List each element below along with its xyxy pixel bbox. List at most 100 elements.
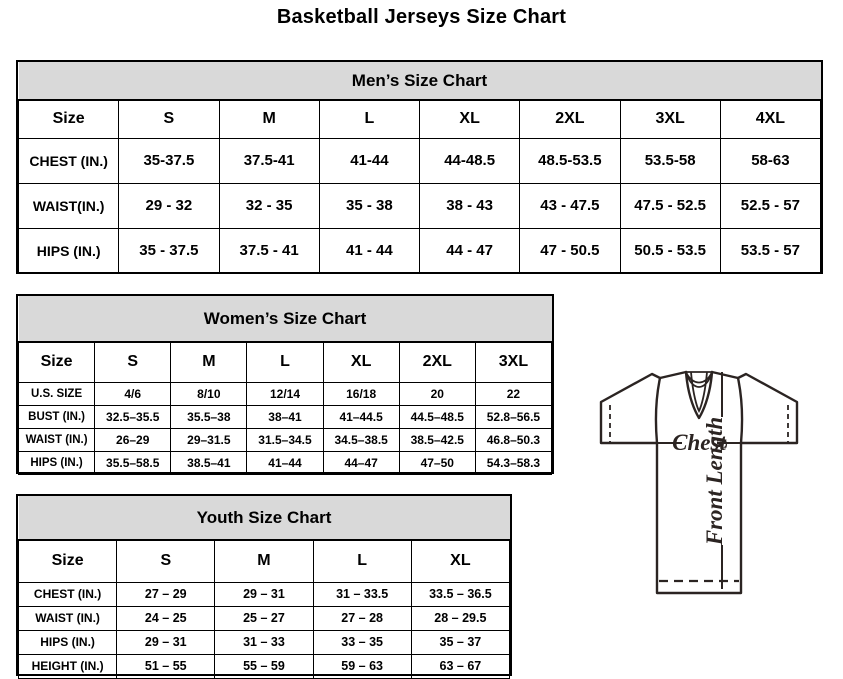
- mens-size-chart-table: Men’s Size Chart Size S M L XL 2XL 3XL 4…: [16, 60, 823, 274]
- womens-bust-2xl: 44.5–48.5: [398, 404, 476, 429]
- womens-us-size-s: 4/6: [94, 381, 172, 406]
- womens-column-header-2xl: 2XL: [398, 341, 476, 383]
- womens-row-label-hips: HIPS (IN.): [17, 450, 96, 475]
- mens-row-label-hips: HIPS (IN.): [17, 227, 120, 274]
- mens-chart-banner: Men’s Size Chart: [18, 62, 821, 101]
- youth-waist-m: 25 – 27: [214, 605, 314, 631]
- womens-size-chart-table: Women’s Size Chart Size S M L XL 2XL 3XL…: [16, 294, 554, 475]
- mens-header-row: Size S M L XL 2XL 3XL 4XL: [17, 99, 822, 139]
- womens-us-size-3xl: 22: [474, 381, 553, 406]
- page-title: Basketball Jerseys Size Chart: [276, 6, 567, 28]
- table-row: CHEST (IN.) 35-37.5 37.5-41 41-44 44-48.…: [17, 137, 822, 184]
- youth-waist-s: 24 – 25: [116, 605, 216, 631]
- womens-row-label-bust: BUST (IN.): [17, 404, 96, 429]
- womens-header-row: Size S M L XL 2XL 3XL: [17, 341, 553, 383]
- mens-column-header-3xl: 3XL: [619, 99, 721, 139]
- youth-row-label-waist: WAIST (IN.): [17, 605, 118, 631]
- mens-corner-label: Size: [17, 99, 120, 139]
- mens-chest-xl: 44-48.5: [418, 137, 521, 184]
- youth-column-header-s: S: [116, 539, 216, 583]
- mens-waist-xl: 38 - 43: [418, 182, 521, 229]
- womens-waist-3xl: 46.8–50.3: [474, 427, 553, 452]
- table-row: WAIST (IN.) 24 – 25 25 – 27 27 – 28 28 –…: [17, 605, 511, 631]
- mens-waist-l: 35 - 38: [318, 182, 421, 229]
- mens-waist-2xl: 43 - 47.5: [519, 182, 621, 229]
- womens-waist-xl: 34.5–38.5: [322, 427, 400, 452]
- womens-hips-m: 38.5–41: [170, 450, 248, 475]
- mens-column-header-l: L: [318, 99, 421, 139]
- youth-row-label-height: HEIGHT (IN.): [17, 653, 118, 679]
- jersey-body: [655, 441, 743, 595]
- mens-column-header-4xl: 4XL: [719, 99, 822, 139]
- youth-hips-s: 29 – 31: [116, 629, 216, 655]
- womens-row-label-waist: WAIST (IN.): [17, 427, 96, 452]
- womens-column-header-xl: XL: [322, 341, 400, 383]
- youth-banner-row: Youth Size Chart: [18, 496, 510, 541]
- mens-hips-3xl: 50.5 - 53.5: [619, 227, 721, 274]
- mens-hips-2xl: 47 - 50.5: [519, 227, 621, 274]
- front-length-measure-label: Front Length: [702, 417, 727, 546]
- table-row: WAIST(IN.) 29 - 32 32 - 35 35 - 38 38 - …: [17, 182, 822, 229]
- womens-us-size-l: 12/14: [246, 381, 324, 406]
- womens-row-label-us-size: U.S. SIZE: [17, 381, 96, 406]
- table-row: HIPS (IN.) 35 - 37.5 37.5 - 41 41 - 44 4…: [17, 227, 822, 274]
- youth-row-label-hips: HIPS (IN.): [17, 629, 118, 655]
- womens-waist-2xl: 38.5–42.5: [398, 427, 476, 452]
- womens-bust-3xl: 52.8–56.5: [474, 404, 553, 429]
- womens-column-header-s: S: [94, 341, 172, 383]
- youth-height-s: 51 – 55: [116, 653, 216, 679]
- womens-chart-banner: Women’s Size Chart: [18, 296, 552, 343]
- youth-chest-l: 31 – 33.5: [312, 581, 412, 607]
- youth-hips-xl: 35 – 37: [410, 629, 511, 655]
- youth-waist-l: 27 – 28: [312, 605, 412, 631]
- mens-hips-4xl: 53.5 - 57: [719, 227, 822, 274]
- youth-chest-m: 29 – 31: [214, 581, 314, 607]
- womens-us-size-2xl: 20: [398, 381, 476, 406]
- youth-height-xl: 63 – 67: [410, 653, 511, 679]
- table-row: BUST (IN.) 32.5–35.5 35.5–38 38–41 41–44…: [17, 404, 553, 429]
- jersey-shoulders: [658, 370, 740, 380]
- womens-corner-label: Size: [17, 341, 96, 383]
- jersey-vneck-inner: [690, 371, 708, 414]
- youth-column-header-m: M: [214, 539, 314, 583]
- youth-chest-xl: 33.5 – 36.5: [410, 581, 511, 607]
- jersey-collar-arc-lower: [686, 374, 712, 388]
- womens-column-header-l: L: [246, 341, 324, 383]
- table-row: CHEST (IN.) 27 – 29 29 – 31 31 – 33.5 33…: [17, 581, 511, 607]
- womens-hips-xl: 44–47: [322, 450, 400, 475]
- womens-hips-2xl: 47–50: [398, 450, 476, 475]
- mens-row-label-waist: WAIST(IN.): [17, 182, 120, 229]
- chest-measure-label: Chest: [672, 430, 726, 455]
- table-row: HIPS (IN.) 29 – 31 31 – 33 33 – 35 35 – …: [17, 629, 511, 655]
- youth-chest-s: 27 – 29: [116, 581, 216, 607]
- mens-row-label-chest: CHEST (IN.): [17, 137, 120, 184]
- youth-column-header-xl: XL: [410, 539, 511, 583]
- youth-hips-l: 33 – 35: [312, 629, 412, 655]
- womens-hips-l: 41–44: [246, 450, 324, 475]
- womens-waist-s: 26–29: [94, 427, 172, 452]
- youth-hips-m: 31 – 33: [214, 629, 314, 655]
- mens-chest-2xl: 48.5-53.5: [519, 137, 621, 184]
- womens-hips-s: 35.5–58.5: [94, 450, 172, 475]
- mens-chest-m: 37.5-41: [218, 137, 320, 184]
- mens-column-header-m: M: [218, 99, 320, 139]
- womens-bust-m: 35.5–38: [170, 404, 248, 429]
- mens-chest-4xl: 58-63: [719, 137, 822, 184]
- mens-hips-m: 37.5 - 41: [218, 227, 320, 274]
- mens-hips-s: 35 - 37.5: [118, 227, 220, 274]
- womens-column-header-3xl: 3XL: [474, 341, 553, 383]
- womens-hips-3xl: 54.3–58.3: [474, 450, 553, 475]
- youth-height-l: 59 – 63: [312, 653, 412, 679]
- youth-waist-xl: 28 – 29.5: [410, 605, 511, 631]
- table-row: WAIST (IN.) 26–29 29–31.5 31.5–34.5 34.5…: [17, 427, 553, 452]
- womens-us-size-m: 8/10: [170, 381, 248, 406]
- mens-column-header-xl: XL: [418, 99, 521, 139]
- mens-chest-s: 35-37.5: [118, 137, 220, 184]
- womens-us-size-xl: 16/18: [322, 381, 400, 406]
- mens-waist-3xl: 47.5 - 52.5: [619, 182, 721, 229]
- mens-waist-m: 32 - 35: [218, 182, 320, 229]
- jersey-vneck-outer: [684, 370, 714, 420]
- womens-banner-row: Women’s Size Chart: [18, 296, 552, 343]
- womens-waist-l: 31.5–34.5: [246, 427, 324, 452]
- mens-banner-row: Men’s Size Chart: [18, 62, 821, 101]
